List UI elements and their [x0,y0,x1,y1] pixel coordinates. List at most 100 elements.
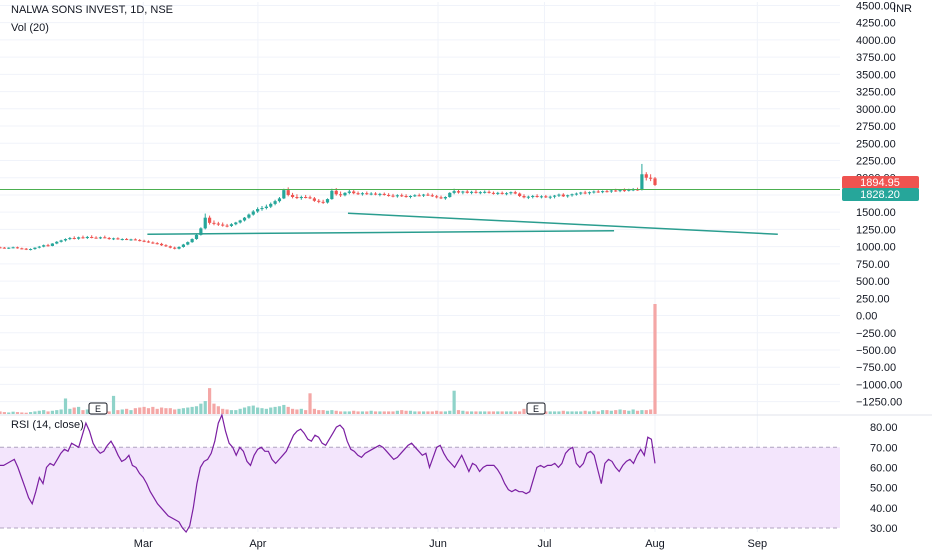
candle-body [478,192,482,194]
price-tick-label: −1250.00 [856,397,902,409]
price-tick-label: 3500.00 [856,69,896,81]
candle-body [548,196,552,198]
volume-bar [500,411,504,414]
rsi-band [0,414,932,529]
candle-body [177,246,181,249]
candle-body [7,247,11,249]
candle-body [339,194,343,196]
candle-body [561,194,565,197]
candle-body [531,195,535,197]
volume-bar [59,409,63,414]
volume-bar [177,408,181,414]
volume-bar [256,407,260,414]
candle-body [509,192,513,194]
candle-body [264,206,268,209]
volume-bar [339,411,343,414]
trendline [347,212,778,235]
volume-bar [308,393,312,414]
volume-bar [649,409,653,414]
price-tick-label: 1000.00 [856,242,896,254]
candle-body [360,193,365,195]
price-tick-label: 2250.00 [856,155,896,167]
grid [0,2,840,532]
volume-bar [631,409,635,414]
candle-body [640,174,644,190]
candle-body [111,238,116,240]
volume-bar [426,411,430,414]
candle-body [456,191,461,193]
volume-bar [46,411,50,414]
candle-body [164,245,168,247]
volume-bar [566,411,570,414]
candle-body [649,177,653,179]
volume-bar [352,410,356,414]
candle-body [260,208,264,210]
price-tick-label: 4000.00 [856,35,896,47]
candle-body [33,247,37,250]
support-value: 1828.20 [860,189,900,201]
volume-bar [614,410,618,414]
price-tick-label: 2750.00 [856,121,896,133]
volume-bar [596,411,600,414]
volume-bar [50,410,54,414]
candle-body [579,192,583,194]
candle-body [107,238,111,240]
candle-body [382,193,386,195]
candle-body [518,193,522,196]
volume-bar [304,410,308,414]
price-tick-label: 4500.00 [856,0,896,12]
rsi-tick-label: 30.00 [870,523,898,535]
volume-bar [579,411,583,414]
volume-bar [347,411,351,414]
candle-body [286,190,290,195]
volume-bar [203,401,207,414]
volume-bar [20,412,24,414]
volume-bar [360,411,365,414]
candle-body [343,192,347,196]
chart-title: NALWA SONS INVEST, 1D, NSE [11,4,173,16]
volume-bar [116,410,120,414]
volume-bar [522,408,526,414]
candle-body [2,247,6,249]
volume-bar [653,304,657,414]
volume-bar [260,408,264,414]
candle-body [129,239,133,241]
candle-body [216,223,220,225]
volume-bar [282,404,286,414]
volume-bar [273,406,277,414]
price-tick-label: −500.00 [856,345,896,357]
volume-bar [72,407,76,414]
volume-bar [77,406,81,414]
candle-body [491,192,496,194]
volume-bar [81,410,85,414]
volume-bar [592,410,596,414]
volume-bar [622,410,627,414]
candle-body [605,191,609,193]
candle-body [500,192,504,194]
candle-body [304,197,308,199]
candle-body [72,238,76,240]
candle-body [81,237,85,239]
candle-body [391,195,395,197]
candle-body [247,214,251,218]
earnings-marker[interactable]: E [88,402,108,415]
earnings-marker[interactable]: E [526,402,546,415]
x-tick-label: Jul [537,538,551,550]
candle-body [592,191,596,193]
candle-body [269,203,273,207]
candle-body [63,239,68,241]
volume-bar [461,410,465,414]
last-price-value: 1894.95 [860,177,900,189]
volume-bar [146,408,151,414]
volume-bar [408,410,413,414]
candle-body [365,193,369,195]
candle-body [552,195,557,197]
volume-bar [627,410,631,414]
candle-body [539,196,544,198]
volume-bar [561,410,565,414]
rsi-legend: RSI (14, close) [11,419,84,431]
candle-body [142,240,146,242]
candle-body [199,228,203,235]
volume-bar [11,411,15,414]
